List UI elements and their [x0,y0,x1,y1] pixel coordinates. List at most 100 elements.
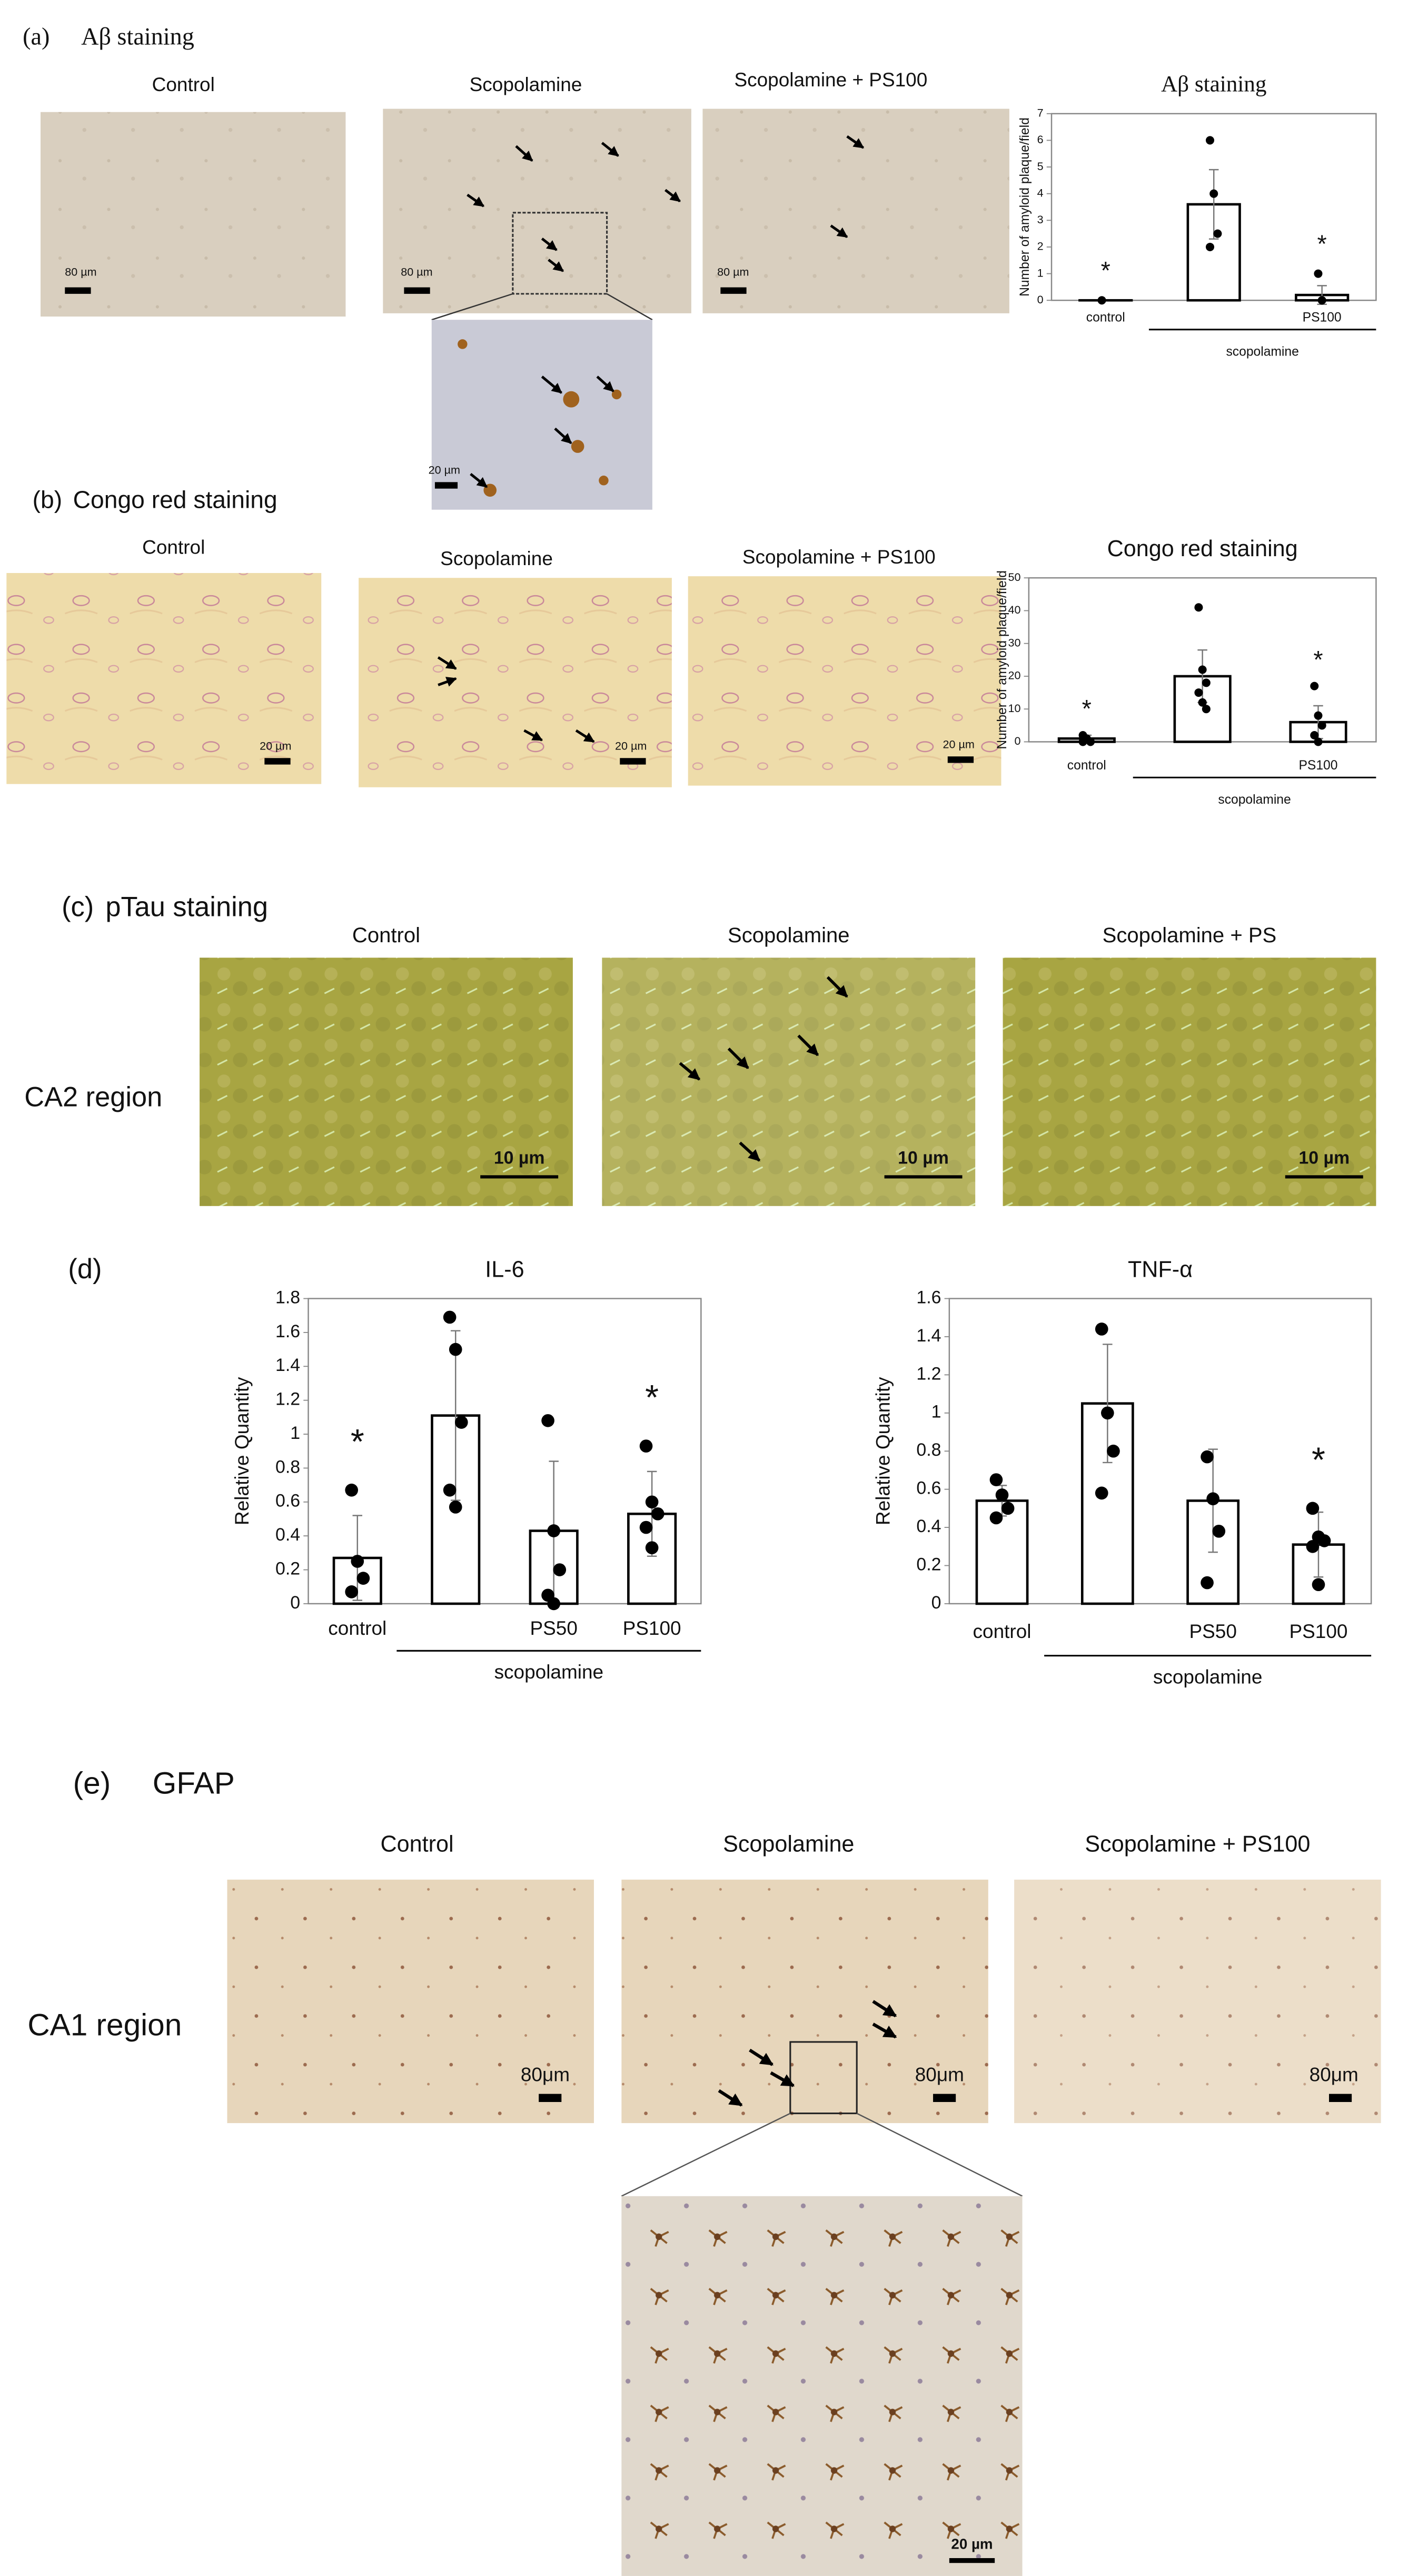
caption: Scopolamine [470,74,582,95]
y-tick-label: 1.2 [275,1389,300,1409]
data-point [356,1572,370,1585]
data-point [1310,731,1319,740]
zoom-line [431,293,653,321]
y-tick-label: 1.4 [916,1326,941,1346]
inset-micrograph [621,2196,1023,2576]
chart-title: Aβ staining [1161,72,1266,96]
data-point [1095,1322,1108,1336]
x-tick-label: PS100 [623,1617,681,1639]
micrograph [41,112,346,317]
zoom-box [512,212,608,295]
data-point [1310,682,1319,690]
panel-title: Aβ staining [81,23,194,50]
micrograph [621,1879,988,2124]
data-point [1201,1450,1214,1464]
data-point [1306,1502,1320,1515]
scale-bar-label: 80 µm [65,265,96,279]
x-tick-label: control [1067,758,1106,773]
micrograph [688,576,1001,786]
caption: Scopolamine + PS100 [1085,1831,1310,1857]
group-label: scopolamine [1218,793,1291,807]
data-point [1314,269,1323,278]
y-tick-label: 0.2 [275,1558,300,1578]
scale-bars [65,287,747,489]
y-tick-label: 0.4 [275,1525,300,1545]
arrows [718,2000,897,2107]
y-tick-label: 0.6 [916,1478,941,1498]
caption: Scopolamine + PS [1103,924,1277,947]
y-tick-label: 0.8 [275,1457,300,1477]
data-point [1205,242,1215,251]
caption: Scopolamine [728,924,850,947]
scale-bar-label: 10 µm [898,1148,949,1168]
significance-marker: * [1313,646,1323,673]
data-point [1001,1502,1015,1515]
caption: Control [381,1831,454,1857]
panel-label: (b) [33,486,63,514]
group-label: scopolamine [1226,344,1298,359]
y-tick-label: 20 [1008,669,1020,682]
bar [1186,203,1241,302]
y-tick-label: 0.4 [916,1516,941,1536]
x-tick-label: PS100 [1298,758,1337,773]
scale-bar-label: 20 µm [943,737,975,751]
data-point [1086,737,1095,746]
caption: Control [152,74,215,95]
micrograph [383,108,691,313]
y-tick-label: 0.6 [275,1491,300,1511]
y-tick-label: 1 [931,1402,941,1422]
scale-bar-label: 80 µm [717,265,749,279]
y-tick-label: 0.8 [916,1440,941,1460]
micrograph [702,108,1009,313]
micrograph [227,1879,594,2124]
arrows [467,135,865,488]
row-label: CA2 region [24,1082,162,1112]
panel-title: Congo red staining [73,486,277,514]
y-tick-label: 7 [1037,106,1044,120]
data-point [645,1541,659,1555]
caption: Scopolamine [723,1831,854,1857]
data-point [1209,189,1218,198]
y-tick-label: 1.6 [275,1321,300,1341]
caption: Control [352,924,420,947]
y-tick-label: 1.6 [916,1287,941,1307]
data-point [1306,1539,1320,1553]
significance-marker: * [351,1423,364,1462]
data-point [639,1439,653,1453]
x-tick-label: PS50 [530,1617,577,1639]
data-point [1101,1406,1114,1420]
x-tick-label: PS100 [1289,1621,1347,1642]
panel-title: pTau staining [105,892,268,923]
micrograph [359,578,672,787]
scale-bar-label: 10 µm [1298,1148,1350,1168]
y-tick-label: 0 [931,1593,941,1613]
y-tick-label: 4 [1037,186,1044,199]
data-point [639,1521,653,1534]
data-point [1097,296,1106,305]
data-point [645,1495,659,1509]
y-tick-label: 10 [1008,702,1020,715]
data-point [651,1507,665,1521]
arrows [437,656,595,743]
data-point [1194,688,1203,697]
data-point [1194,603,1203,612]
micrograph [1014,1879,1381,2124]
caption: Scopolamine [440,548,553,569]
y-tick-label: 30 [1008,636,1020,649]
data-point [443,1310,457,1324]
bar [975,1499,1029,1605]
micrograph [6,573,322,784]
scale-bar-label: 80μm [521,2064,570,2085]
data-point [1317,296,1326,305]
caption: Scopolamine + PS100 [734,69,927,91]
y-tick-label: 0 [290,1593,300,1613]
x-tick-label: control [328,1617,386,1639]
scale-bar-label: 20 µm [429,463,460,477]
data-point [553,1563,567,1576]
y-tick-label: 5 [1037,160,1044,173]
y-tick-label: 2 [1037,240,1044,253]
x-tick-label: PS50 [1189,1621,1236,1642]
data-point [547,1597,560,1611]
data-point [345,1585,359,1598]
